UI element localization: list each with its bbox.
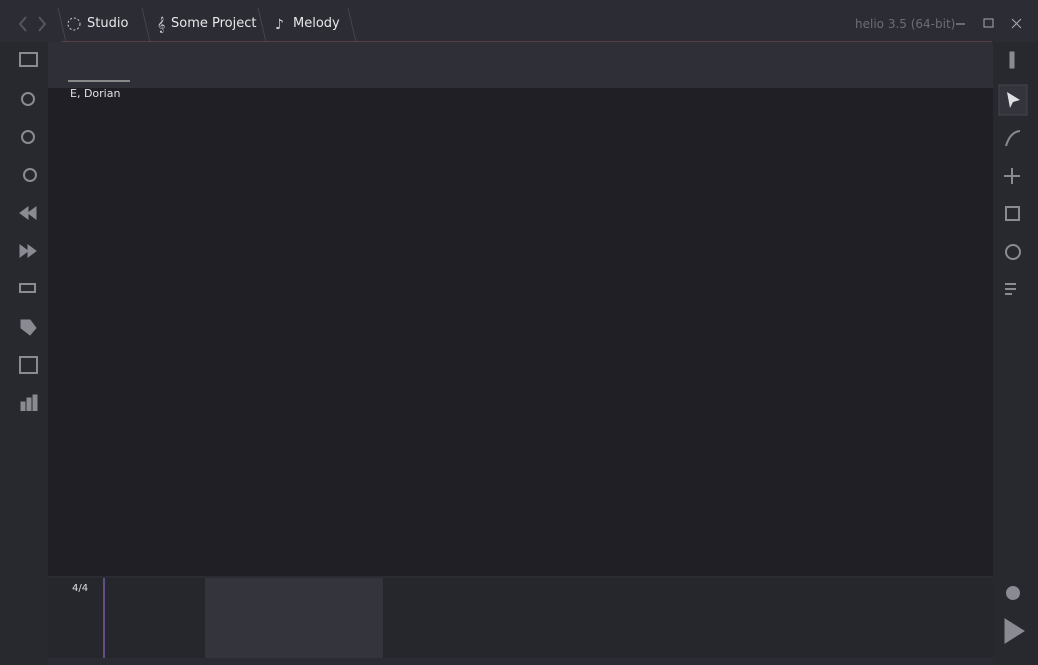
right-tools: [998, 51, 1028, 644]
tag-button[interactable]: [20, 319, 37, 336]
stats-button[interactable]: [20, 394, 38, 411]
drag-tool[interactable]: [1004, 168, 1020, 184]
zoom-fit-button[interactable]: [23, 168, 37, 182]
chord-tool[interactable]: [1005, 244, 1021, 260]
play-button[interactable]: [1004, 618, 1025, 644]
record-button[interactable]: [1006, 586, 1020, 600]
tab-project[interactable]: Some Project: [171, 16, 257, 31]
back-button[interactable]: [18, 16, 27, 32]
studio-icon: [67, 17, 81, 31]
zoom-in-button[interactable]: [21, 130, 35, 144]
collapse-button[interactable]: [1009, 51, 1015, 69]
minimap: [48, 578, 993, 658]
left-tools: [19, 52, 38, 411]
left-sidebar: [0, 42, 48, 665]
key-signature: E, Dorian: [70, 87, 120, 100]
forward-button[interactable]: [19, 244, 37, 258]
app-title: helio 3.5 (64-bit): [855, 17, 955, 31]
tab-separators: [57, 7, 357, 43]
zoom-out-button[interactable]: [21, 92, 35, 106]
right-sidebar: [993, 42, 1038, 665]
layout-button[interactable]: [19, 52, 38, 67]
rewind-button[interactable]: [19, 206, 37, 220]
forward-button[interactable]: [38, 16, 47, 32]
ruler: [48, 42, 993, 88]
minimap-viewport[interactable]: [205, 578, 383, 658]
cursor-icon: [1007, 92, 1020, 108]
title-bar: [0, 0, 1038, 42]
piano-roll: [48, 88, 993, 576]
pen-tool[interactable]: [1005, 130, 1021, 147]
arp-tool[interactable]: [1005, 283, 1016, 295]
close-button[interactable]: [1011, 18, 1022, 29]
project-icon: 𝄞: [157, 17, 165, 33]
time-signature: 4/4: [72, 583, 88, 594]
panel-button[interactable]: [19, 356, 38, 374]
maximize-button[interactable]: [983, 18, 994, 28]
paint-button[interactable]: [19, 283, 36, 293]
tab-melody[interactable]: Melody: [293, 16, 340, 31]
tab-studio[interactable]: Studio: [87, 16, 129, 31]
mirror-tool[interactable]: [1005, 206, 1020, 221]
melody-icon: ♪: [275, 17, 284, 33]
